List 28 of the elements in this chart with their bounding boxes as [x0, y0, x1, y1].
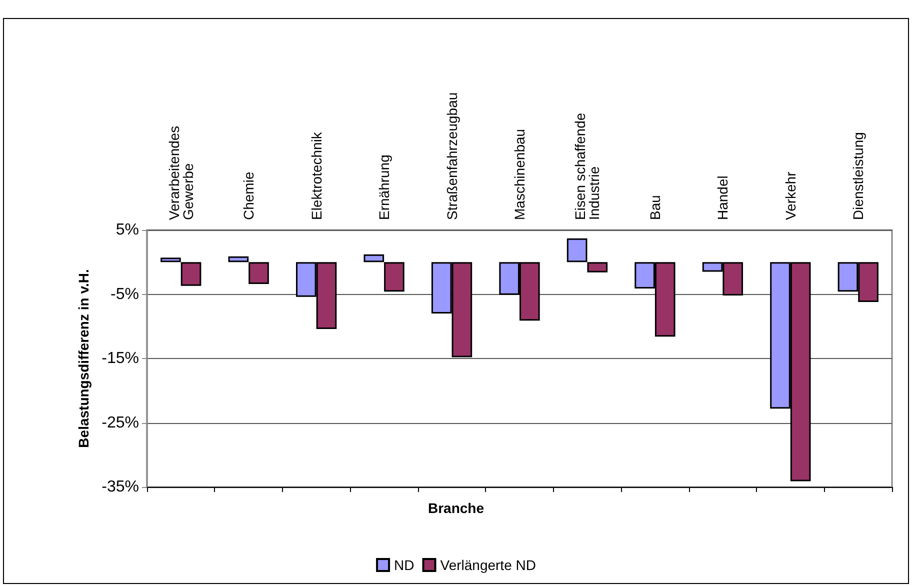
y-tick-label: -35%	[102, 478, 139, 496]
x-tick-label: Eisen schaffende Industrie	[572, 108, 602, 220]
bar	[160, 258, 181, 262]
x-tick-label: Maschinenbau	[512, 128, 528, 220]
y-tick-label: -5%	[110, 286, 139, 303]
x-tick-label: Ernährung	[376, 154, 392, 220]
x-tick-label: Dienstleistung	[850, 132, 866, 220]
bar	[180, 262, 202, 286]
x-tick-label: Elektrotechnik	[308, 131, 324, 220]
bar	[228, 256, 249, 262]
x-tick-label: Verkehr	[782, 171, 798, 220]
x-tick-label: Chemie	[240, 172, 257, 220]
x-tick-label: Verarbeitendes Gewerbe	[166, 122, 196, 220]
bar	[384, 262, 404, 292]
y-tick-label: 5%	[116, 222, 139, 238]
y-tick-label: -15%	[102, 350, 139, 367]
bar	[566, 238, 588, 262]
bar	[364, 254, 384, 262]
x-axis-title: Branche	[428, 500, 484, 516]
bar	[248, 262, 269, 284]
y-tick-label: -25%	[102, 414, 139, 432]
x-tick-label: Straßenfahrzeugbau	[444, 92, 460, 220]
legend-label: Verlängerte ND	[440, 557, 536, 573]
x-tick-label: Bau	[646, 195, 663, 220]
legend-label: ND	[394, 557, 414, 573]
x-tick-label: Handel	[714, 176, 731, 220]
y-axis-title: Belastungsdifferenz in v.H.	[76, 269, 92, 448]
bar	[587, 262, 608, 272]
